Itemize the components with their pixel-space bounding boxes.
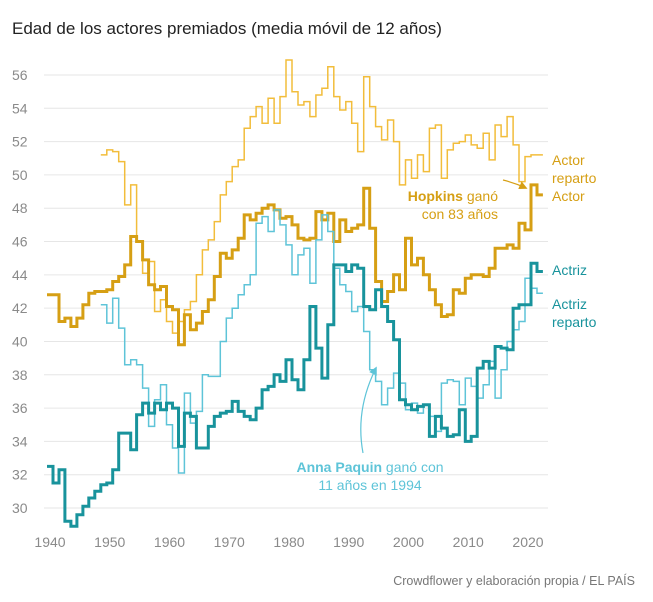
hopkins-annotation: Hopkins ganó con 83 años — [408, 179, 528, 222]
y-tick-label: 40 — [12, 333, 28, 349]
y-tick-label: 38 — [12, 367, 28, 383]
y-tick-label: 42 — [12, 300, 28, 316]
y-tick-label: 48 — [12, 200, 28, 216]
y-tick-label: 32 — [12, 467, 28, 483]
x-tick-label: 1980 — [273, 534, 304, 550]
series-labels: Actor reparto Actor Actriz Actriz repart… — [552, 152, 597, 330]
y-tick-label: 44 — [12, 267, 28, 283]
paquin-annotation-line2: 11 años en 1994 — [318, 477, 421, 493]
x-tick-label: 2020 — [512, 534, 543, 550]
y-tick-label: 56 — [12, 67, 28, 83]
y-tick-label: 46 — [12, 234, 28, 250]
y-tick-label: 34 — [12, 433, 28, 449]
label-actor-reparto-2: reparto — [552, 170, 597, 186]
label-actriz-reparto-2: reparto — [552, 314, 597, 330]
y-tick-label: 52 — [12, 134, 28, 150]
y-tick-label: 50 — [12, 167, 28, 183]
chart-title: Edad de los actores premiados (media móv… — [12, 19, 442, 38]
y-tick-labels: 30 32 34 36 38 40 42 44 46 48 50 52 54 56 — [12, 67, 28, 516]
y-tick-label: 30 — [12, 500, 28, 516]
x-tick-label: 1990 — [333, 534, 364, 550]
label-actriz: Actriz — [552, 262, 587, 278]
x-tick-label: 2000 — [393, 534, 424, 550]
hopkins-arrow — [502, 179, 528, 190]
x-tick-label: 1940 — [34, 534, 65, 550]
series-line-actriz-reparto — [100, 209, 543, 474]
x-tick-label: 1950 — [94, 534, 125, 550]
series-line-actriz — [47, 261, 543, 528]
x-tick-label: 1970 — [214, 534, 245, 550]
y-tick-label: 54 — [12, 100, 28, 116]
label-actor: Actor — [552, 188, 585, 204]
hopkins-annotation-line1: Hopkins ganó — [408, 188, 498, 204]
label-actor-reparto-1: Actor — [552, 152, 585, 168]
x-tick-label: 2010 — [453, 534, 484, 550]
label-actriz-reparto-1: Actriz — [552, 296, 587, 312]
paquin-annotation: Anna Paquin ganó con 11 años en 1994 — [296, 366, 444, 493]
y-tick-label: 36 — [12, 400, 28, 416]
paquin-annotation-line1: Anna Paquin ganó con — [296, 459, 443, 475]
x-tick-labels: 1940 1950 1960 1970 1980 1990 2000 2010 2020 — [34, 534, 543, 550]
hopkins-annotation-line2: con 83 años — [422, 206, 498, 222]
x-tick-label: 1960 — [154, 534, 185, 550]
series-layer — [47, 59, 543, 528]
series-line-actor — [47, 183, 543, 347]
series-line-actor-reparto — [100, 59, 543, 334]
source-note: Crowdflower y elaboración propia / EL PA… — [393, 574, 635, 588]
paquin-arrow — [360, 366, 377, 454]
